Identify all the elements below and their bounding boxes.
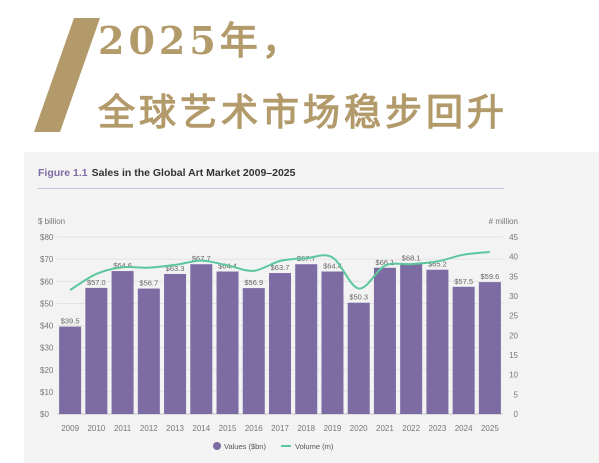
- bar: [478, 282, 501, 414]
- y-left-tick-label: $20: [40, 366, 54, 375]
- headline-line-2: 全球艺术市场稳步回升: [98, 90, 508, 134]
- bar: [347, 302, 370, 414]
- bar: [269, 273, 291, 414]
- x-tick-label: 2021: [376, 424, 394, 433]
- y-right-tick-label: 45: [509, 233, 518, 242]
- x-tick-label: 2010: [87, 424, 105, 433]
- bar: [111, 271, 134, 414]
- figure-title: Figure 1.1 Sales in the Global Art Market…: [38, 167, 295, 179]
- y-left-tick-label: $50: [40, 299, 54, 308]
- bar-value-label: $59.6: [480, 272, 499, 281]
- figure-title-text: Sales in the Global Art Market 2009–2025: [91, 167, 296, 179]
- x-tick-label: 2022: [402, 424, 420, 433]
- x-tick-label: 2018: [297, 424, 315, 433]
- y-left-tick-label: $0: [40, 410, 49, 419]
- bar: [426, 269, 449, 414]
- legend-label-volume: Volume (m): [295, 442, 334, 451]
- bar: [59, 326, 82, 414]
- bar: [190, 264, 213, 414]
- bar: [321, 271, 344, 414]
- x-tick-label: 2017: [271, 424, 289, 433]
- decorative-slash: [34, 18, 100, 132]
- y-right-tick-label: 20: [509, 331, 518, 340]
- bar-value-label: $64.6: [113, 261, 132, 270]
- bar-value-label: $68.1: [402, 253, 421, 262]
- bar: [85, 287, 108, 414]
- y-right-tick-label: 15: [509, 351, 518, 360]
- x-tick-label: 2009: [61, 424, 79, 433]
- bar: [164, 273, 187, 414]
- bar: [373, 267, 396, 414]
- x-tick-label: 2020: [350, 424, 368, 433]
- y-left-axis-title: $ billion: [38, 217, 65, 226]
- bar: [242, 288, 265, 414]
- legend-swatch-values: [213, 442, 221, 450]
- bar: [400, 263, 423, 414]
- y-right-tick-label: 0: [514, 410, 519, 419]
- volume-line: [69, 250, 490, 291]
- bar-value-label: $67.7: [192, 254, 211, 263]
- bar-value-label: $66.1: [376, 258, 395, 267]
- bar-value-label: $56.7: [139, 279, 158, 288]
- bar: [452, 286, 475, 414]
- x-tick-label: 2016: [245, 424, 263, 433]
- x-tick-label: 2014: [192, 424, 210, 433]
- y-left-tick-label: $40: [40, 322, 54, 331]
- x-tick-label: 2024: [455, 424, 473, 433]
- figure-number: Figure 1.1: [38, 167, 88, 179]
- bar: [137, 288, 160, 414]
- bar: [216, 271, 239, 414]
- y-right-tick-label: 40: [509, 253, 518, 262]
- x-tick-label: 2015: [219, 424, 237, 433]
- y-right-tick-label: 5: [514, 390, 519, 399]
- x-tick-label: 2023: [429, 424, 447, 433]
- legend-label-values: Values ($bn): [224, 442, 266, 451]
- y-left-tick-label: $80: [40, 233, 54, 242]
- bar-value-label: $50.3: [349, 293, 368, 302]
- x-tick-label: 2013: [166, 424, 184, 433]
- bar-value-label: $63.7: [271, 263, 290, 272]
- x-tick-label: 2019: [324, 424, 342, 433]
- bar-value-label: $65.2: [428, 260, 447, 269]
- bar-value-label: $57.0: [87, 278, 106, 287]
- x-tick-label: 2025: [481, 424, 499, 433]
- headline-line-1: 2025年，: [98, 18, 304, 63]
- bar-value-label: $57.5: [454, 277, 473, 286]
- y-left-tick-label: $10: [40, 388, 54, 397]
- y-left-tick-label: $70: [40, 255, 54, 264]
- y-right-tick-label: 30: [509, 292, 518, 301]
- bar-value-label: $64.4: [323, 262, 342, 271]
- bar-value-label: $56.9: [244, 278, 263, 287]
- y-right-tick-label: 10: [509, 371, 518, 380]
- x-tick-label: 2011: [114, 424, 132, 433]
- bar-value-label: $39.5: [61, 317, 80, 326]
- bar: [295, 264, 318, 414]
- y-left-tick-label: $60: [40, 277, 54, 286]
- y-right-axis-title: # million: [489, 217, 518, 226]
- y-right-tick-label: 25: [509, 312, 518, 321]
- y-right-tick-label: 35: [509, 272, 518, 281]
- figure-title-rule: [38, 188, 504, 189]
- bar-value-label: $63.3: [166, 264, 185, 273]
- x-tick-label: 2012: [140, 424, 158, 433]
- y-left-tick-label: $30: [40, 344, 54, 353]
